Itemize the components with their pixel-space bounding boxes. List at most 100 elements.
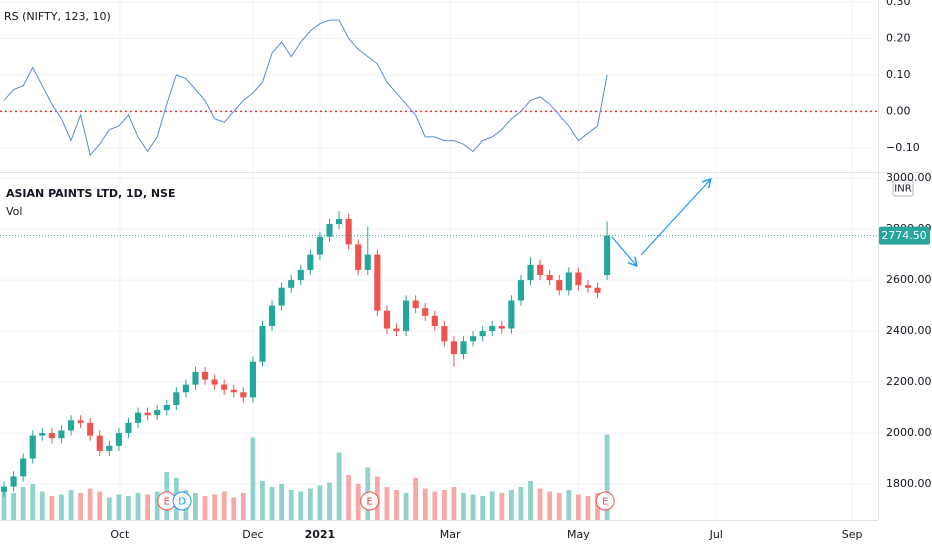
volume-bar: [39, 491, 45, 520]
candle-body: [163, 405, 170, 411]
candle-body: [604, 235, 611, 275]
volume-bar: [59, 494, 64, 520]
candle-body: [546, 274, 553, 281]
candle-body: [67, 420, 75, 431]
volume-bar: [403, 493, 409, 520]
volume-bar: [106, 497, 112, 520]
x-tick-label: Dec: [242, 528, 263, 541]
candle-body: [383, 310, 390, 329]
volume-name: Vol: [6, 205, 22, 218]
candle-body: [115, 433, 122, 446]
volume-bar: [154, 491, 160, 520]
candle-body: [412, 300, 419, 309]
y-tick-label: 2200.00: [886, 375, 932, 388]
y-tick-label: 2600.00: [886, 273, 932, 286]
x-tick-label: Sep: [842, 528, 863, 541]
x-tick-label: Mar: [440, 528, 461, 541]
candle-body: [316, 236, 323, 255]
volume-bar: [336, 452, 342, 520]
x-tick-label: 2021: [305, 528, 336, 541]
volume-bar: [317, 485, 323, 520]
volume-bar: [537, 488, 543, 520]
event-label: E: [164, 497, 170, 508]
y-tick-label: 2400.00: [886, 324, 932, 337]
y-tick-label: 0.10: [886, 68, 911, 81]
volume-bar: [499, 493, 505, 520]
candle-body: [278, 287, 285, 306]
volume-bar: [604, 434, 610, 520]
volume-bar: [78, 493, 83, 520]
candle-body: [106, 445, 113, 451]
candle-body: [450, 341, 457, 355]
volume-bar: [585, 496, 591, 520]
candle-body: [173, 392, 180, 406]
indicator-name: RS (NIFTY, 123, 10): [4, 10, 111, 23]
candle-body: [10, 476, 17, 487]
candle-body: [288, 280, 295, 288]
candle-body: [374, 254, 381, 311]
y-tick-label: 1800.00: [886, 477, 932, 490]
volume-bar: [508, 490, 514, 520]
volume-bar: [11, 493, 16, 520]
volume-bar: [307, 488, 313, 520]
candle-body: [39, 433, 46, 436]
candle-body: [498, 325, 505, 329]
volume-bar: [441, 490, 447, 520]
volume-bar: [68, 490, 74, 520]
x-tick-label: Oct: [110, 528, 130, 541]
candle-body: [182, 384, 189, 393]
volume-bar: [116, 494, 122, 520]
volume-bar: [566, 490, 572, 520]
candle-body: [29, 435, 36, 459]
candle-body: [96, 435, 103, 451]
candle-body: [584, 285, 592, 288]
last-price-label: 2774.50: [881, 229, 927, 242]
last-price-tag: [879, 226, 930, 245]
volume-bar: [480, 496, 486, 520]
volume-bar: [240, 493, 246, 520]
candle-body: [211, 379, 218, 385]
volume-bar: [1, 490, 7, 520]
candle-body: [0, 486, 8, 492]
volume-bar: [212, 494, 218, 520]
candle-body: [422, 308, 429, 316]
plot-area: [0, 19, 878, 520]
drawing-arrow: [611, 236, 636, 265]
candle-body: [565, 272, 572, 291]
candle-body: [77, 420, 84, 423]
currency-box: [892, 179, 914, 197]
y-tick-label: 0.30: [886, 0, 911, 8]
chart-title: ASIAN PAINTS LTD, 1D, NSE: [6, 187, 175, 200]
y-tick-label: 2000.00: [886, 426, 932, 439]
volume-bar: [97, 491, 103, 520]
volume-bar: [432, 491, 438, 520]
candle-body: [431, 315, 438, 326]
candle-body: [134, 412, 142, 423]
volume-bar: [202, 496, 208, 520]
candle-body: [297, 269, 304, 281]
volume-bar: [269, 487, 275, 520]
candle-body: [335, 218, 343, 225]
candle-body: [192, 371, 199, 385]
candle-body: [249, 361, 256, 398]
y-tick-label: 0.00: [886, 104, 911, 117]
candle-body: [240, 392, 247, 398]
y-tick-label: −0.10: [886, 141, 920, 154]
candle-body: [48, 433, 55, 439]
volume-bar: [528, 481, 533, 520]
volume-bar: [49, 496, 55, 520]
candle-body: [230, 389, 237, 393]
drawing-arrow: [640, 180, 710, 256]
candle-body: [345, 218, 352, 245]
volume-bar: [489, 491, 495, 520]
candle-body: [575, 272, 582, 286]
volume-bar: [422, 488, 428, 520]
volume-bar: [250, 437, 256, 520]
y-tick-label: 0.20: [886, 31, 911, 44]
volume-bar: [384, 487, 390, 520]
candle-body: [537, 264, 544, 275]
grid: [0, 0, 878, 520]
volume-bar: [556, 493, 562, 520]
volume-bar: [279, 484, 285, 520]
